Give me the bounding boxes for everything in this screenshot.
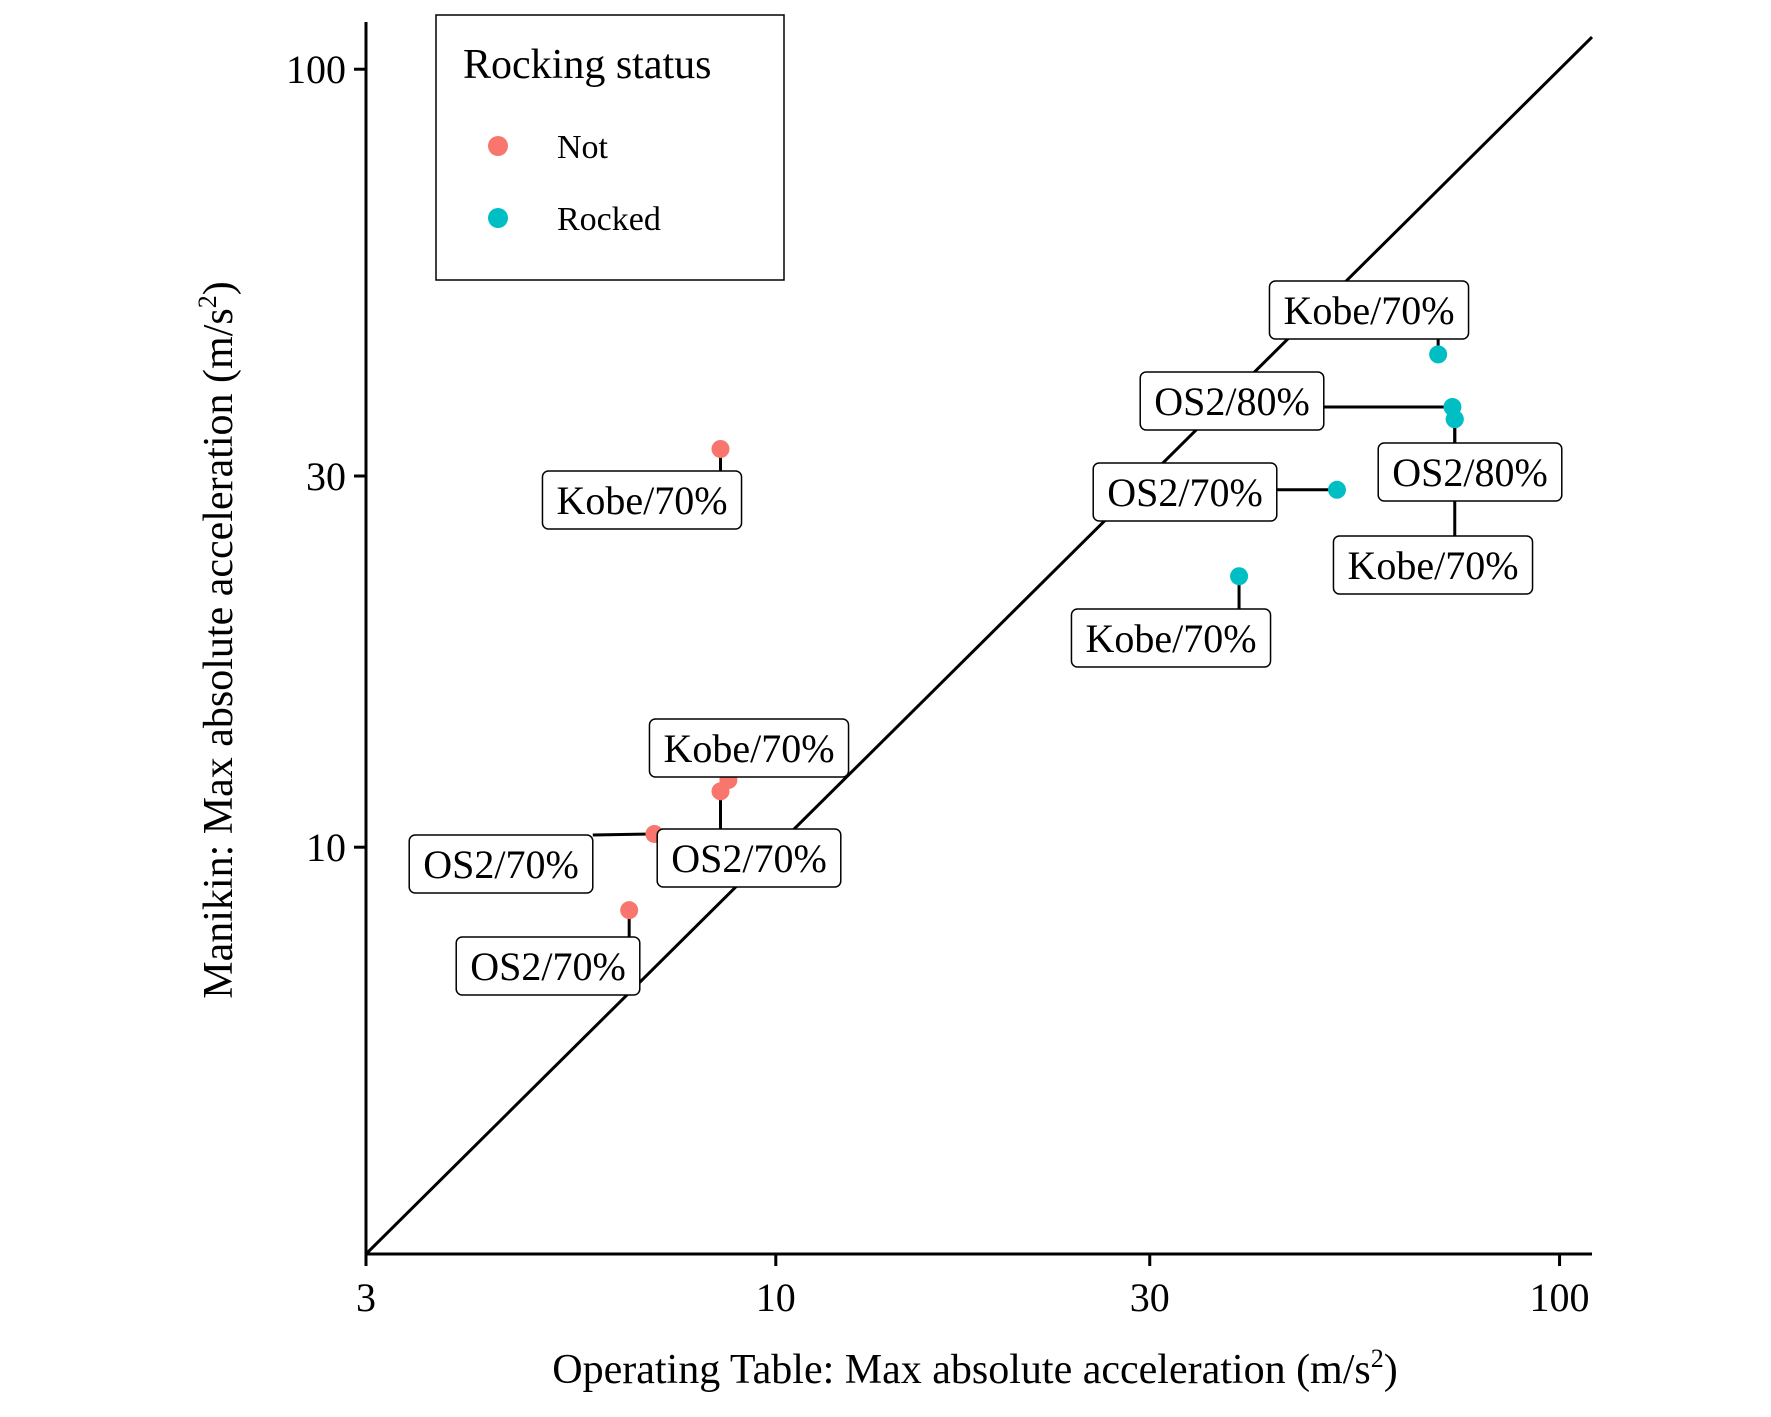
point-label: OS2/70%	[408, 834, 594, 894]
point-labels: Kobe/70% Kobe/70% OS2/70% OS2/70% OS2/70% Kob…	[408, 280, 1563, 996]
data-point	[711, 439, 730, 458]
legend: Rocking status Not Rocked	[435, 14, 785, 281]
point-label: Kobe/70%	[541, 470, 743, 530]
point-label-box	[541, 470, 743, 530]
point-label: OS2/70%	[455, 936, 641, 996]
point-label: OS2/80%	[1139, 371, 1325, 431]
point-label: Kobe/70%	[1070, 608, 1272, 668]
legend-key-rocked	[488, 208, 508, 228]
y-tick-label: 100	[286, 47, 346, 92]
point-label-text: OS2/80%	[1154, 379, 1310, 424]
point-label-connector	[592, 832, 655, 837]
point-label-box	[1070, 608, 1272, 668]
x-tick-label: 30	[1130, 1275, 1170, 1320]
point-label-box	[1268, 280, 1470, 340]
x-tick-label: 10	[756, 1275, 796, 1320]
point-label-text: OS2/70%	[423, 842, 579, 887]
point-label-text: OS2/70%	[1107, 470, 1263, 515]
data-point	[1429, 345, 1448, 364]
x-tick-label: 100	[1530, 1275, 1590, 1320]
y-tick-label: 30	[306, 454, 346, 499]
legend-entry-not: Not	[557, 129, 609, 166]
data-point	[1327, 480, 1346, 499]
point-label-box	[656, 828, 842, 888]
reference-line	[364, 35, 1594, 1256]
point-label: OS2/80%	[1377, 442, 1563, 502]
point-label-text: OS2/70%	[470, 944, 626, 989]
point-label-box	[1332, 535, 1534, 595]
point-label: OS2/70%	[1092, 462, 1278, 522]
point-label-text: Kobe/70%	[1283, 288, 1454, 333]
point-label: Kobe/70%	[1332, 535, 1534, 595]
point-label: Kobe/70%	[1268, 280, 1470, 340]
legend-entry-rocked: Rocked	[557, 201, 661, 238]
y-axis-ticks: 10 30 100	[286, 47, 366, 870]
point-label-text: Kobe/70%	[1347, 543, 1518, 588]
point-label-text: Kobe/70%	[663, 726, 834, 771]
legend-key-not	[488, 136, 508, 156]
point-label: Kobe/70%	[648, 718, 850, 778]
point-label-text: OS2/80%	[1392, 450, 1548, 495]
point-label-text: Kobe/70%	[556, 478, 727, 523]
data-point	[620, 901, 639, 920]
point-label-text: OS2/70%	[671, 836, 827, 881]
data-point	[1230, 567, 1249, 586]
legend-title: Rocking status	[463, 42, 712, 88]
y-tick-label: 10	[306, 825, 346, 870]
point-label-box	[1092, 462, 1278, 522]
data-point	[711, 782, 730, 801]
x-tick-label: 3	[356, 1275, 376, 1320]
x-axis-ticks: 3 10 30 100	[356, 1254, 1590, 1320]
x-axis-title: Operating Table: Max absolute accelerati…	[552, 1344, 1398, 1393]
point-label-box	[455, 936, 641, 996]
data-point	[1445, 410, 1464, 429]
y-axis-title: Manikin: Max absolute acceleration (m/s2…	[193, 281, 242, 998]
point-label-text: Kobe/70%	[1085, 616, 1256, 661]
point-label: OS2/70%	[656, 828, 842, 888]
point-label-box	[1377, 442, 1563, 502]
point-label-box	[648, 718, 850, 778]
point-label-box	[1139, 371, 1325, 431]
point-label-box	[408, 834, 594, 894]
